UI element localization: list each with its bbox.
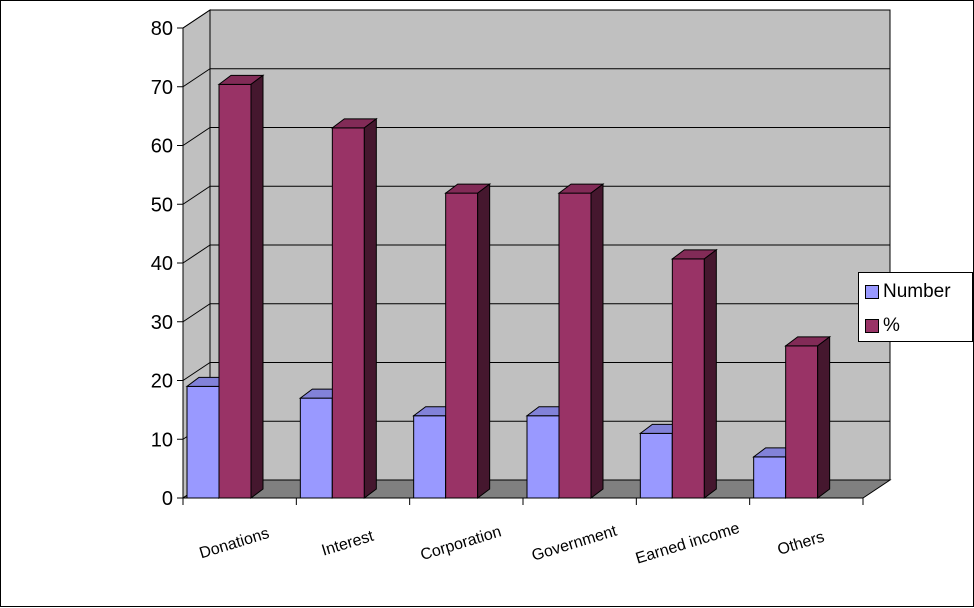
x-category-label: Donations	[197, 525, 271, 562]
bar-side	[250, 74, 264, 499]
legend-swatch-number	[865, 285, 879, 299]
bar-percent	[330, 117, 378, 499]
legend-swatch-percent	[865, 319, 879, 333]
bar-front	[558, 192, 592, 499]
legend-label-percent: %	[883, 315, 900, 336]
y-tick-label: 60	[151, 136, 173, 158]
bar-side	[817, 335, 831, 499]
bar-front	[445, 192, 479, 499]
bar-percent	[217, 74, 265, 499]
bar-front	[413, 415, 447, 499]
bar-front	[785, 345, 819, 499]
y-tick-label: 50	[151, 194, 173, 216]
bar-side	[703, 248, 717, 499]
y-tick-label: 80	[151, 18, 173, 40]
y-tick-label: 30	[151, 312, 173, 334]
side-gridline	[182, 244, 211, 264]
side-gridline	[182, 127, 211, 146]
bar-front	[753, 456, 787, 499]
legend-item-number: Number	[865, 281, 951, 303]
x-category-label: Government	[530, 523, 620, 565]
bar-front	[299, 397, 333, 499]
y-tick-label: 10	[151, 429, 173, 451]
x-category-label: Interest	[320, 528, 377, 560]
axes	[177, 27, 864, 505]
side-gridline	[182, 303, 211, 323]
bar-front	[218, 83, 252, 499]
bar-side	[590, 183, 604, 499]
y-tick-label: 70	[151, 77, 173, 99]
bar-front	[331, 127, 365, 499]
x-category-label: Others	[776, 529, 827, 559]
bar-front	[186, 385, 220, 499]
y-tick-label: 20	[151, 371, 173, 393]
bars	[185, 74, 832, 499]
side-gridline	[182, 362, 211, 381]
side-gridline	[182, 9, 211, 29]
bar-percent	[444, 183, 492, 499]
bar-side	[363, 117, 377, 499]
bar-front	[639, 432, 673, 499]
legend-item-percent: %	[865, 315, 900, 337]
legend-label-number: Number	[883, 281, 951, 302]
bar-percent	[784, 335, 832, 499]
y-tick-label: 0	[162, 488, 173, 510]
y-tick-label: 40	[151, 253, 173, 275]
legend: Number %	[858, 272, 973, 342]
bar-side	[477, 183, 491, 499]
bar-percent	[670, 248, 718, 499]
side-gridline	[182, 185, 211, 205]
x-category-label: Earned income	[634, 520, 742, 568]
bar-front	[526, 415, 560, 499]
side-gridline	[182, 68, 211, 88]
bar-front	[671, 258, 705, 499]
bar-percent	[557, 183, 605, 499]
x-category-label: Corporation	[419, 523, 504, 564]
